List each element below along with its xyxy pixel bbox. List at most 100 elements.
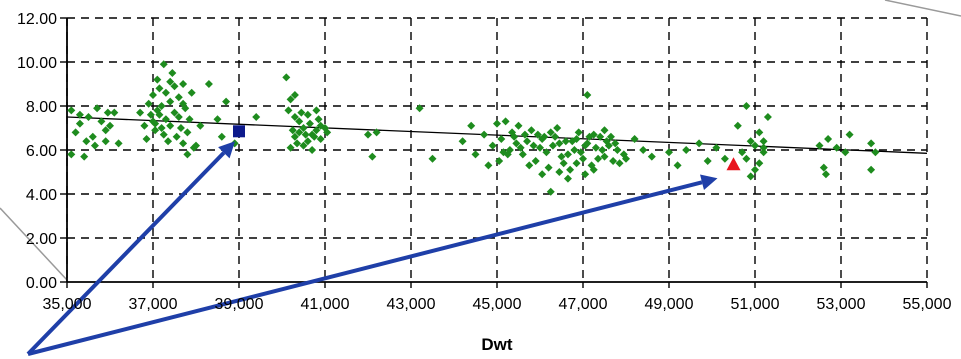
data-point: [523, 137, 532, 146]
data-point: [751, 165, 759, 174]
x-tick-label: 49,000: [645, 296, 694, 313]
x-tick-label: 45,000: [473, 296, 522, 313]
data-point: [622, 154, 630, 163]
data-point: [293, 139, 302, 148]
data-point: [742, 102, 751, 110]
data-point: [183, 150, 192, 159]
data-point: [572, 135, 581, 143]
data-point: [80, 152, 89, 161]
data-point: [566, 165, 575, 174]
data-point: [368, 152, 377, 161]
annotation-arrows: [26, 141, 718, 356]
data-point: [84, 113, 93, 121]
data-point: [458, 137, 467, 146]
data-point: [144, 99, 153, 108]
data-point: [600, 152, 609, 161]
data-point: [284, 106, 293, 115]
y-tick-label: 6.00: [26, 143, 57, 160]
data-point: [759, 143, 768, 152]
data-point: [299, 124, 308, 132]
data-point: [591, 143, 600, 152]
data-point: [503, 150, 512, 159]
data-point: [525, 161, 534, 170]
data-point: [576, 148, 585, 157]
data-point: [316, 135, 325, 143]
trendline: [66, 116, 928, 154]
data-point: [314, 115, 323, 124]
data-point: [151, 126, 160, 135]
data-point: [559, 159, 568, 168]
data-point: [310, 132, 319, 141]
data-point: [93, 104, 102, 113]
data-point: [467, 121, 476, 130]
data-point: [217, 132, 226, 141]
data-point: [286, 143, 295, 152]
data-point: [514, 121, 523, 130]
data-point: [88, 132, 97, 141]
data-point: [763, 113, 772, 121]
data-point: [101, 137, 110, 146]
data-point: [140, 121, 149, 130]
data-point: [484, 161, 493, 170]
data-point: [179, 80, 188, 88]
data-point: [303, 137, 312, 146]
data-point: [157, 102, 166, 110]
data-point: [596, 132, 605, 141]
data-point: [555, 168, 564, 176]
data-point: [159, 130, 168, 139]
data-point: [738, 148, 747, 157]
data-point: [179, 139, 188, 148]
data-point: [518, 150, 527, 159]
data-point: [480, 130, 489, 139]
data-point: [166, 77, 175, 86]
data-point: [516, 143, 525, 152]
annotation-arrow-shaft: [26, 151, 226, 356]
x-tick-label: 47,000: [559, 296, 608, 313]
data-point: [185, 115, 194, 124]
data-point: [67, 106, 76, 115]
data-point: [815, 141, 824, 150]
x-tick-label: 43,000: [387, 296, 436, 313]
annotation-arrow-head: [218, 141, 235, 159]
data-point: [512, 139, 521, 148]
data-point: [161, 115, 170, 124]
data-point: [155, 110, 164, 119]
data-point: [323, 128, 332, 137]
data-point: [174, 113, 183, 121]
data-point: [589, 130, 598, 139]
data-point: [703, 157, 712, 165]
data-point: [759, 137, 768, 146]
data-point: [176, 124, 185, 132]
data-point: [639, 146, 648, 154]
data-point: [303, 110, 312, 119]
data-point: [101, 126, 110, 135]
data-point: [151, 119, 160, 128]
x-tick-label: 51,000: [731, 296, 780, 313]
data-point: [647, 152, 656, 161]
x-tick-label: 39,000: [215, 296, 264, 313]
data-point: [630, 135, 639, 143]
data-point: [538, 135, 547, 143]
data-point: [159, 60, 168, 69]
data-point: [308, 146, 317, 154]
y-tick-label: 8.00: [26, 99, 57, 116]
data-point: [488, 141, 497, 150]
data-point: [527, 126, 536, 135]
data-point: [583, 91, 592, 99]
data-point: [544, 163, 553, 172]
data-point: [222, 97, 231, 106]
data-point: [594, 154, 603, 163]
data-point: [755, 128, 764, 137]
data-point: [495, 157, 504, 165]
data-point: [146, 110, 155, 119]
data-point: [166, 121, 175, 130]
data-point: [561, 137, 570, 146]
data-point: [299, 141, 308, 150]
data-point: [497, 135, 506, 143]
data-point: [720, 154, 729, 163]
y-tick-label: 2.00: [26, 231, 57, 248]
grid-lines: [60, 17, 928, 288]
y-tick-label: 12.00: [17, 11, 57, 28]
data-point: [600, 126, 609, 135]
